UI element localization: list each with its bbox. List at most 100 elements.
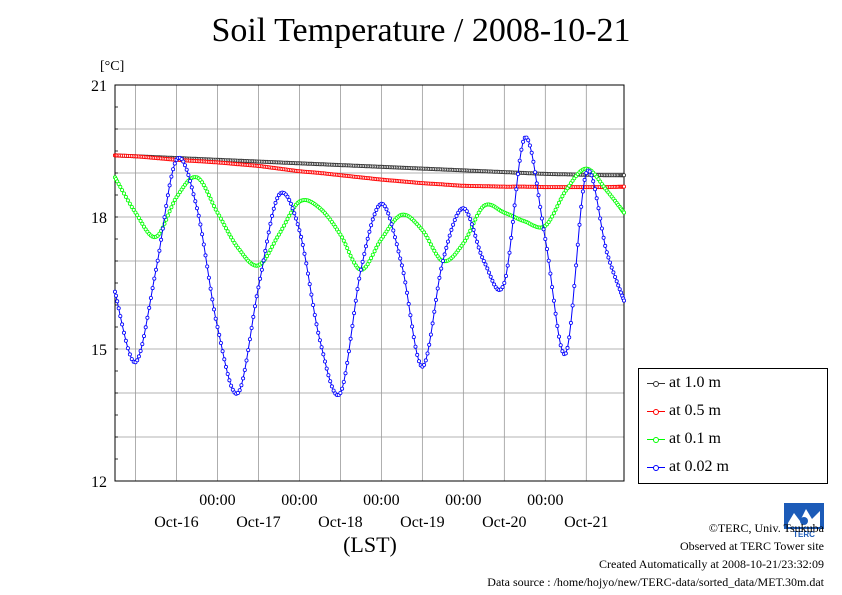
- data-point: [273, 238, 278, 243]
- data-point: [122, 330, 127, 335]
- data-point: [440, 258, 445, 263]
- data-point: [543, 236, 548, 241]
- data-point: [162, 215, 167, 220]
- data-point: [492, 282, 497, 287]
- data-point: [428, 332, 433, 337]
- data-point: [423, 358, 428, 363]
- data-point: [340, 235, 345, 240]
- data-point: [208, 196, 213, 201]
- data-point: [251, 314, 256, 319]
- data-point: [225, 229, 230, 234]
- data-point: [343, 242, 348, 247]
- data-point: [172, 197, 177, 202]
- data-point: [159, 237, 164, 242]
- data-point: [502, 280, 507, 285]
- data-point: [449, 227, 454, 232]
- data-point: [140, 221, 145, 226]
- legend-item: at 1.0 m: [647, 373, 721, 393]
- data-point: [113, 289, 118, 294]
- data-point: [285, 194, 290, 199]
- data-point: [210, 297, 215, 302]
- data-point: [127, 201, 132, 206]
- data-point: [280, 226, 285, 231]
- data-point: [464, 209, 469, 214]
- data-point: [474, 213, 479, 218]
- data-point: [601, 235, 606, 240]
- data-point: [558, 343, 563, 348]
- data-point: [348, 253, 353, 258]
- y-tick-label: 12: [91, 474, 107, 491]
- data-point: [604, 250, 609, 255]
- data-point: [275, 235, 280, 240]
- data-point: [225, 371, 230, 376]
- data-point: [447, 233, 452, 238]
- data-point: [141, 334, 146, 339]
- data-point: [148, 295, 153, 300]
- data-point: [529, 150, 534, 155]
- data-point: [589, 173, 594, 178]
- data-point: [598, 216, 603, 221]
- data-point: [259, 267, 264, 272]
- data-point: [531, 159, 536, 164]
- data-point: [555, 323, 560, 328]
- data-point: [558, 197, 563, 202]
- data-point: [143, 325, 148, 330]
- data-point: [548, 271, 553, 276]
- data-point: [135, 213, 140, 218]
- data-point: [550, 285, 555, 290]
- data-point: [160, 226, 165, 231]
- data-point: [312, 312, 317, 317]
- data-point: [389, 222, 394, 227]
- data-point: [218, 216, 223, 221]
- data-point: [206, 275, 211, 280]
- data-point: [200, 232, 205, 237]
- data-point: [423, 232, 428, 237]
- data-point: [304, 261, 309, 266]
- data-point: [141, 224, 146, 229]
- legend-marker: [653, 408, 659, 415]
- legend-swatch-1m: [647, 380, 665, 387]
- data-point: [264, 239, 269, 244]
- data-point: [401, 271, 406, 276]
- data-point: [244, 358, 249, 363]
- data-point: [350, 257, 355, 262]
- data-point: [217, 332, 222, 337]
- data-point: [114, 293, 119, 298]
- data-point: [587, 169, 592, 174]
- data-point: [215, 324, 220, 329]
- data-point: [507, 250, 512, 255]
- data-point: [184, 167, 189, 172]
- data-point: [580, 189, 585, 194]
- data-point: [340, 386, 345, 391]
- data-point: [230, 387, 235, 392]
- data-point: [563, 351, 568, 356]
- data-point: [490, 278, 495, 283]
- data-point: [476, 245, 481, 250]
- data-point: [350, 323, 355, 328]
- data-point: [167, 183, 172, 188]
- data-point: [591, 179, 596, 184]
- data-point: [454, 213, 459, 218]
- data-point: [435, 286, 440, 291]
- data-point: [201, 183, 206, 188]
- data-point: [222, 357, 227, 362]
- data-point: [223, 226, 228, 231]
- data-point: [145, 315, 150, 320]
- data-point: [503, 273, 508, 278]
- data-point: [266, 251, 271, 256]
- data-point: [218, 340, 223, 345]
- data-point: [273, 200, 278, 205]
- data-point: [305, 271, 310, 276]
- data-point: [560, 194, 565, 199]
- data-point: [365, 236, 370, 241]
- legend-item: at 0.5 m: [647, 401, 721, 421]
- data-point: [387, 216, 392, 221]
- data-point: [616, 283, 621, 288]
- data-point: [596, 206, 601, 211]
- data-point: [367, 229, 372, 234]
- y-tick-label: 15: [91, 342, 107, 359]
- data-point: [263, 248, 268, 253]
- data-point: [579, 204, 584, 209]
- date-label: Oct-17: [236, 514, 280, 531]
